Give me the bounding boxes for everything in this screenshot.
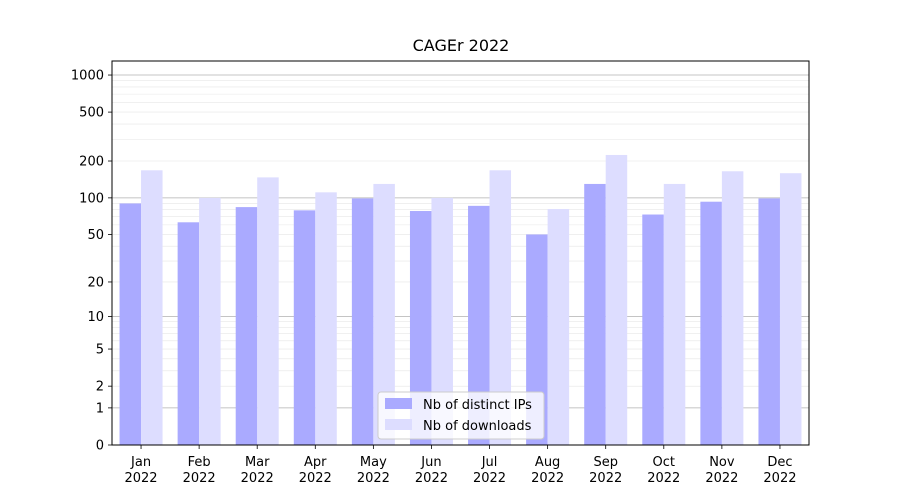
x-tick-label-month: Aug [535, 455, 560, 470]
y-tick-label: 200 [79, 155, 104, 170]
bar-distinct-ips [235, 207, 258, 445]
x-tick-label-month: Jan [130, 455, 151, 470]
bar-downloads [315, 192, 337, 445]
x-tick-label-month: Oct [653, 455, 675, 470]
x-tick-label-month: Nov [709, 455, 735, 470]
x-axis: Jan2022Feb2022Mar2022Apr2022May2022Jun20… [124, 445, 797, 486]
bar-distinct-ips [177, 222, 200, 445]
x-tick-label-year: 2022 [415, 471, 448, 486]
legend-swatch-distinct-ips [385, 398, 412, 409]
x-tick-label-year: 2022 [705, 471, 738, 486]
x-tick-label-year: 2022 [124, 471, 157, 486]
bar-downloads [721, 171, 744, 445]
x-tick-label-year: 2022 [647, 471, 680, 486]
bar-downloads [547, 209, 570, 445]
bar-downloads [489, 170, 512, 446]
y-axis: 0 1 2 5 10 20 50 100 200 500 1000 [71, 69, 112, 454]
x-tick-label-year: 2022 [357, 471, 390, 486]
y-tick-label: 0 [96, 439, 104, 454]
legend-frame [377, 391, 545, 440]
x-tick-label-year: 2022 [589, 471, 622, 486]
y-tick-label: 1 [96, 401, 104, 416]
x-tick-label-month: Sep [593, 455, 618, 470]
x-tick-label-month: Mar [245, 455, 270, 470]
plot-frame [111, 60, 810, 446]
legend: Nb of distinct IPs Nb of downloads [377, 391, 545, 440]
x-tick-label-month: Feb [188, 455, 211, 470]
bar-downloads [199, 197, 221, 445]
bar-downloads [663, 183, 686, 446]
bar-distinct-ips [351, 198, 374, 445]
bar-downloads [257, 177, 279, 446]
bar-distinct-ips [468, 205, 490, 445]
y-tick-label: 1000 [71, 69, 104, 84]
y-tick-label: 5 [96, 343, 104, 358]
x-tick-label-year: 2022 [183, 471, 216, 486]
legend-label-downloads: Nb of downloads [423, 419, 532, 434]
bar-distinct-ips [758, 198, 780, 445]
chart-title: CAGEr 2022 [413, 36, 510, 55]
bar-distinct-ips [584, 183, 606, 446]
legend-swatch-downloads [385, 419, 412, 430]
y-tick-label: 100 [79, 191, 104, 206]
x-tick-label-year: 2022 [763, 471, 796, 486]
bar-distinct-ips [700, 201, 722, 445]
bar-distinct-ips [409, 211, 432, 445]
bar-downloads [779, 173, 802, 445]
y-tick-label: 10 [87, 310, 104, 325]
bar-distinct-ips [642, 214, 664, 445]
x-tick-label-month: Jul [481, 455, 498, 470]
x-tick-label-year: 2022 [241, 471, 274, 486]
bar-downloads [605, 154, 628, 446]
bar-distinct-ips [293, 210, 316, 445]
x-tick-label-month: Apr [304, 455, 327, 470]
y-tick-label: 500 [79, 106, 104, 121]
bar-downloads [431, 197, 453, 445]
x-tick-label-year: 2022 [299, 471, 332, 486]
bar-downloads [373, 183, 395, 446]
x-tick-label-year: 2022 [531, 471, 564, 486]
legend-label-distinct-ips: Nb of distinct IPs [423, 398, 532, 413]
y-tick-label: 2 [96, 380, 104, 395]
x-tick-label-month: Jun [420, 455, 441, 470]
y-tick-label: 50 [87, 228, 104, 243]
x-tick-label-year: 2022 [473, 471, 506, 486]
bar-distinct-ips [119, 203, 142, 445]
y-tick-label: 20 [87, 275, 104, 290]
bar-downloads [141, 170, 163, 446]
x-tick-label-month: May [360, 455, 387, 470]
x-tick-label-month: Dec [767, 455, 792, 470]
